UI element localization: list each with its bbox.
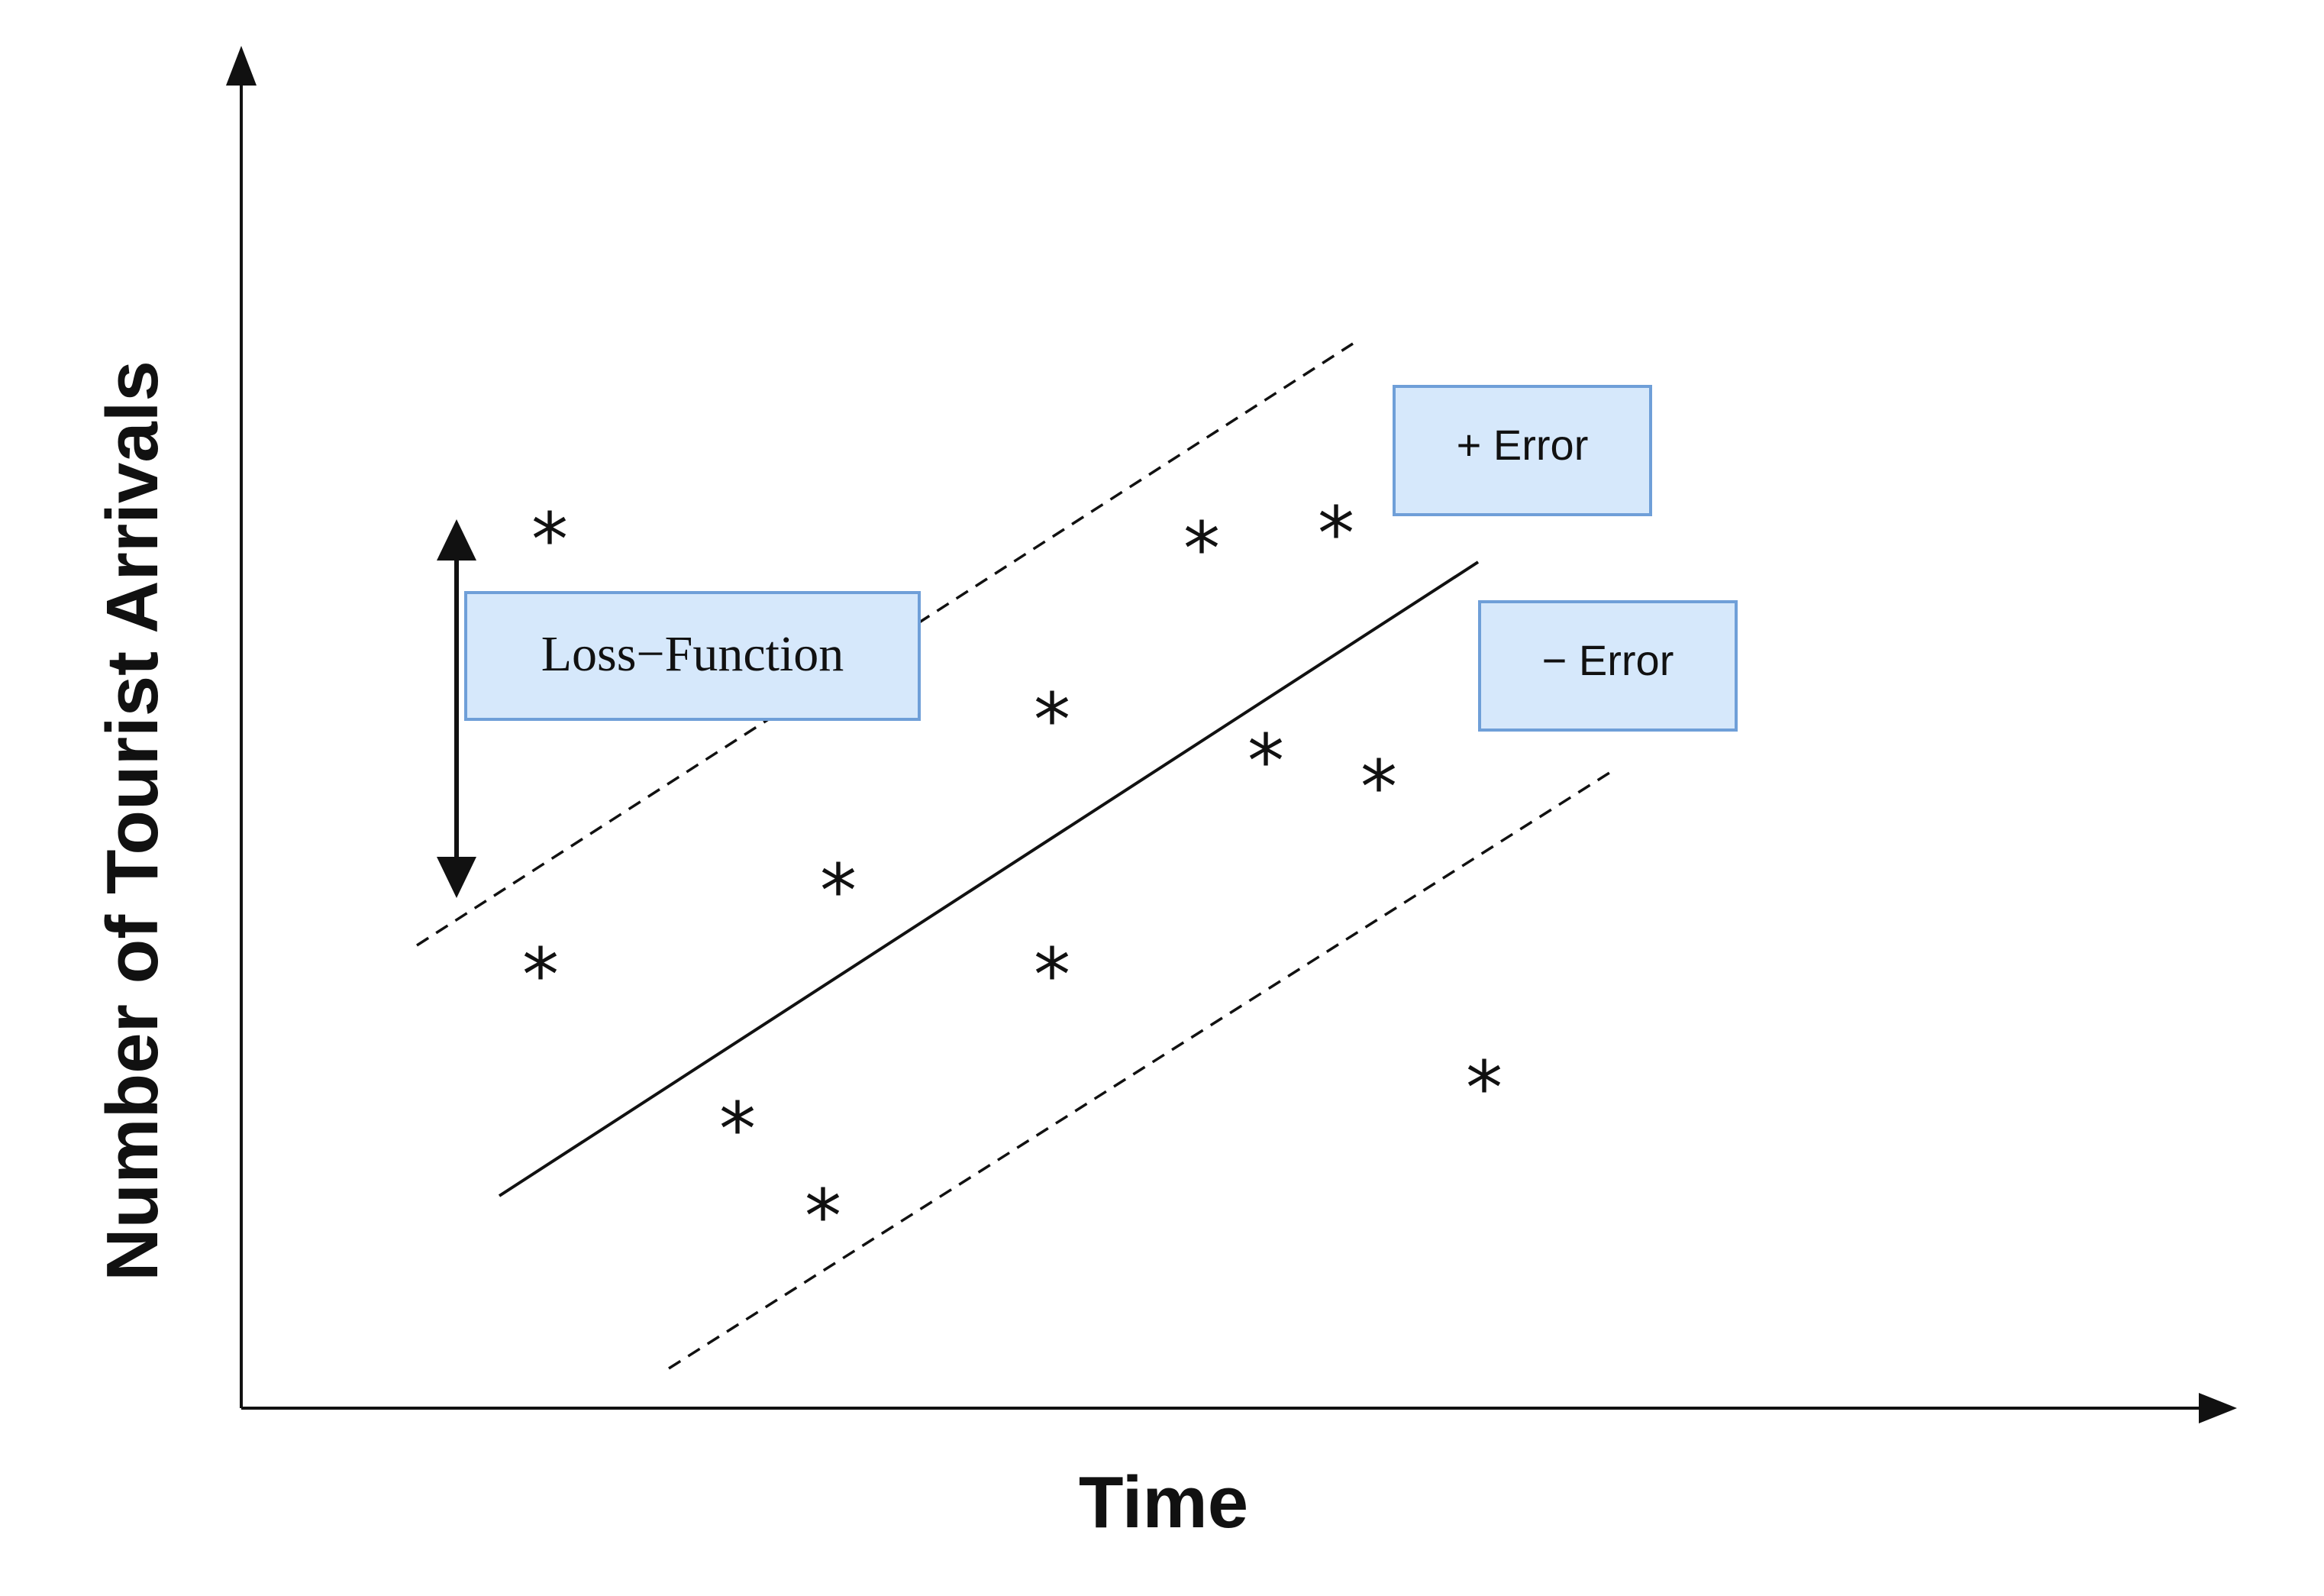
loss-arrow-top-head [437,519,476,561]
data-point: * [1361,745,1397,830]
x-axis-arrowhead [2199,1393,2237,1423]
data-point: * [1034,932,1070,1018]
data-point: * [531,497,568,583]
data-point: * [1183,506,1220,592]
data-point: * [1034,677,1070,763]
y-axis-title: Number of Tourist Arrivals [92,360,173,1281]
data-points: * * * * * * * * * * * * [522,491,1503,1259]
minus-error-label: − Error [1542,636,1674,684]
data-point: * [1466,1045,1503,1131]
regression-line [498,561,1480,1197]
data-point: * [820,848,857,934]
loss-function-box: Loss−Function [464,591,921,721]
x-axis-title: Time [1079,1462,1248,1543]
loss-function-label: Loss−Function [541,626,844,682]
data-point: * [805,1174,841,1259]
plus-error-label: + Error [1457,421,1589,469]
data-point: * [522,932,559,1018]
plus-error-box: + Error [1393,385,1652,516]
loss-arrow-bottom-head [437,857,476,898]
lower-margin-line [668,771,1610,1370]
y-axis-arrowhead [226,46,257,86]
loss-function-arrow [437,519,476,898]
data-point: * [719,1087,756,1172]
axes [226,46,2237,1423]
minus-error-box: − Error [1478,600,1738,732]
data-point: * [1318,491,1354,577]
data-point: * [1248,719,1284,804]
